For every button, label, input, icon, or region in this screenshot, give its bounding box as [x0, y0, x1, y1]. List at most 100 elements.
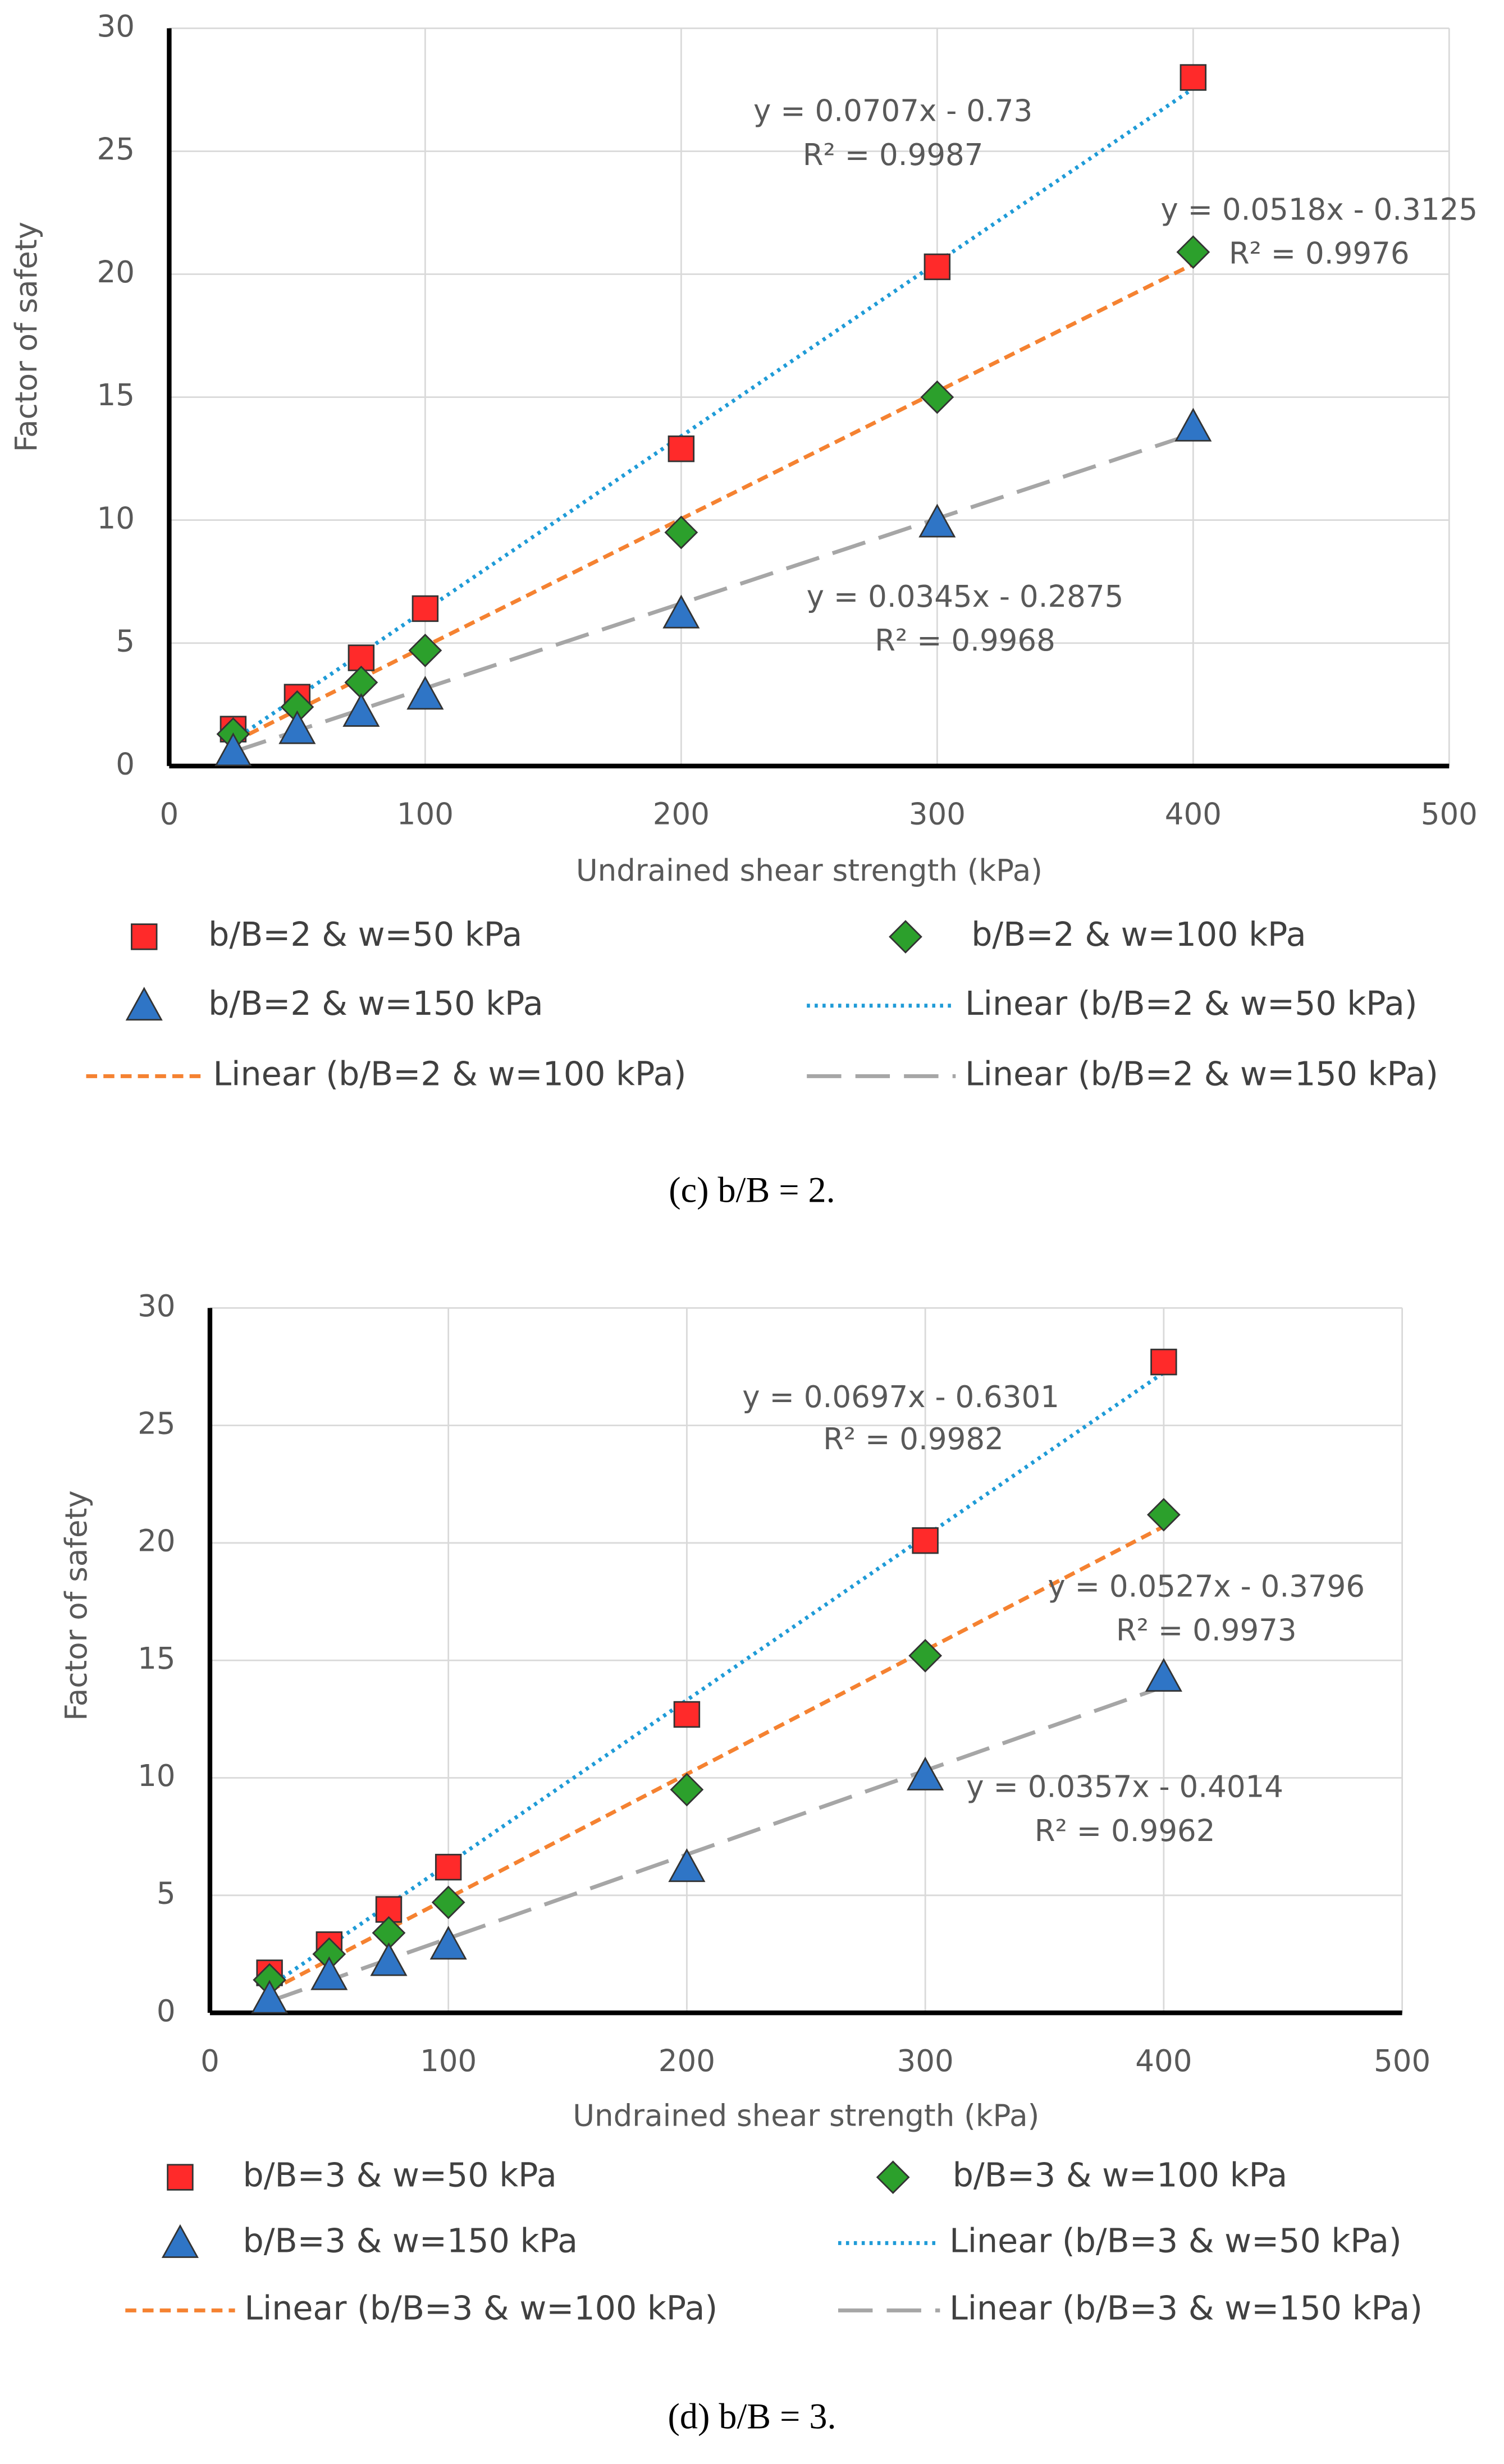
trendline-r2: R² = 0.9982 — [823, 1422, 1004, 1457]
trendline-r2: R² = 0.9962 — [1035, 1813, 1215, 1848]
marker-diamond — [908, 1638, 943, 1673]
trendline-equation: y = 0.0345x - 0.2875 — [807, 579, 1124, 614]
x-tick-label: 400 — [1135, 2044, 1192, 2078]
y-tick-label: 30 — [97, 9, 135, 44]
marker-square — [1180, 64, 1207, 91]
caption: (c) b/B = 2. — [669, 1170, 835, 1210]
y-tick-label: 25 — [97, 132, 135, 167]
legend-marker — [131, 923, 158, 950]
marker-triangle — [668, 1848, 706, 1883]
marker-triangle — [1145, 1657, 1182, 1692]
y-tick-label: 0 — [157, 1994, 176, 2028]
legend-label: b/B=2 & w=150 kPa — [208, 984, 543, 1023]
y-axis-label: Factor of safety — [9, 222, 44, 452]
marker-triangle — [1174, 407, 1212, 442]
x-tick-label: 300 — [897, 2044, 954, 2078]
x-tick-label: 0 — [200, 2044, 220, 2078]
x-tick-label: 500 — [1421, 797, 1478, 832]
marker-triangle — [406, 676, 444, 710]
marker-square — [924, 253, 951, 281]
y-tick-label: 5 — [157, 1876, 176, 1911]
x-axis-label: Undrained shear strength (kPa) — [576, 853, 1043, 888]
legend-label: Linear (b/B=3 & w=100 kPa) — [244, 2289, 717, 2327]
marker-square — [673, 1701, 701, 1728]
marker-square — [912, 1527, 939, 1554]
trendline-equation: y = 0.0707x - 0.73 — [753, 94, 1032, 129]
marker-triangle — [342, 693, 380, 727]
legend-label: b/B=3 & w=150 kPa — [243, 2222, 578, 2260]
legend-marker — [161, 2224, 199, 2258]
trendline-r2: R² = 0.9968 — [875, 623, 1055, 658]
marker-diamond — [408, 633, 442, 667]
y-tick-label: 0 — [116, 746, 135, 781]
y-tick-label: 10 — [138, 1758, 175, 1793]
marker-diamond — [920, 380, 954, 414]
legend-marker — [889, 920, 922, 954]
x-tick-label: 500 — [1374, 2044, 1430, 2078]
legend-label: Linear (b/B=2 & w=150 kPa) — [965, 1055, 1438, 1093]
trendline-r2: R² = 0.9987 — [803, 138, 984, 172]
caption: (d) b/B = 3. — [668, 2396, 836, 2436]
marker-diamond — [431, 1885, 465, 1920]
trendline — [268, 1524, 1165, 1993]
trendline-equation: y = 0.0357x - 0.4014 — [966, 1770, 1283, 1805]
trendline — [232, 262, 1194, 744]
legend-label: b/B=3 & w=100 kPa — [953, 2156, 1287, 2194]
trendline-r2: R² = 0.9976 — [1229, 236, 1410, 271]
marker-triangle — [918, 503, 956, 538]
trendline — [268, 1371, 1165, 1989]
marker-triangle — [907, 1756, 944, 1790]
legend-label: b/B=3 & w=50 kPa — [243, 2156, 557, 2194]
y-tick-label: 20 — [138, 1524, 175, 1559]
marker-triangle — [310, 1956, 348, 1990]
marker-square — [668, 435, 695, 462]
y-tick-label: 20 — [97, 255, 135, 290]
trendline-r2: R² = 0.9973 — [1116, 1613, 1297, 1648]
marker-square — [1150, 1348, 1177, 1376]
x-tick-label: 300 — [909, 797, 966, 832]
y-tick-label: 10 — [97, 501, 135, 535]
marker-diamond — [664, 515, 698, 549]
marker-triangle — [251, 1980, 289, 2014]
y-tick-label: 30 — [138, 1289, 175, 1323]
y-axis-label: Factor of safety — [59, 1490, 94, 1721]
trendline — [268, 1684, 1165, 2003]
x-tick-label: 0 — [160, 797, 179, 832]
x-tick-label: 400 — [1165, 797, 1222, 832]
x-tick-label: 100 — [397, 797, 454, 832]
y-tick-label: 15 — [138, 1641, 175, 1676]
legend-label: Linear (b/B=2 & w=50 kPa) — [965, 984, 1418, 1023]
x-tick-label: 200 — [659, 2044, 715, 2078]
marker-diamond — [1176, 235, 1210, 269]
marker-square — [435, 1853, 462, 1881]
legend-label: Linear (b/B=2 & w=100 kPa) — [213, 1055, 687, 1093]
marker-diamond — [670, 1773, 704, 1807]
marker-square — [412, 595, 439, 622]
y-tick-label: 25 — [138, 1406, 175, 1441]
marker-triangle — [370, 1942, 408, 1976]
y-tick-label: 5 — [116, 624, 135, 658]
marker-triangle — [214, 732, 252, 767]
marker-triangle — [429, 1926, 467, 1960]
legend-label: b/B=2 & w=50 kPa — [208, 915, 522, 954]
trendline-equation: y = 0.0527x - 0.3796 — [1048, 1569, 1365, 1604]
marker-triangle — [278, 710, 316, 744]
trendline-equation: y = 0.0518x - 0.3125 — [1160, 193, 1478, 227]
trendline — [232, 86, 1195, 743]
x-tick-label: 100 — [420, 2044, 477, 2078]
legend-marker — [167, 2164, 194, 2191]
legend-label: Linear (b/B=3 & w=150 kPa) — [949, 2289, 1423, 2327]
trendline — [232, 432, 1194, 754]
marker-diamond — [1146, 1497, 1181, 1532]
trendline-equation: y = 0.0697x - 0.6301 — [742, 1380, 1059, 1414]
legend-label: b/B=2 & w=100 kPa — [971, 915, 1306, 954]
x-tick-label: 200 — [653, 797, 710, 832]
y-tick-label: 15 — [97, 378, 135, 413]
legend-marker — [125, 987, 163, 1021]
legend-marker — [876, 2160, 910, 2195]
x-axis-label: Undrained shear strength (kPa) — [573, 2099, 1039, 2133]
legend-label: Linear (b/B=3 & w=50 kPa) — [949, 2222, 1402, 2260]
marker-triangle — [662, 594, 700, 629]
